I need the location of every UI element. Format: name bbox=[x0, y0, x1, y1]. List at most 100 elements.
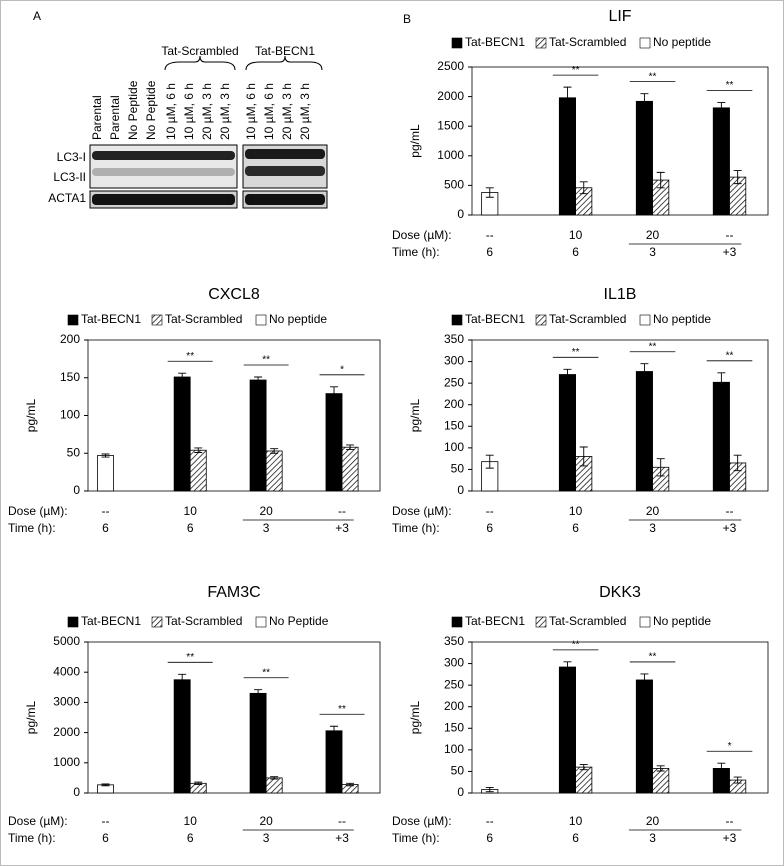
error-bar bbox=[101, 783, 110, 787]
y-tick-label: 2000 bbox=[437, 89, 464, 103]
lane-label: 20 µM, 3 h bbox=[218, 83, 232, 140]
chart-title: LIF bbox=[608, 8, 631, 25]
lane-label: 10 µM, 6 h bbox=[182, 83, 196, 140]
legend-label: Tat-BECN1 bbox=[81, 614, 141, 628]
row-value: -- bbox=[726, 814, 734, 828]
bar bbox=[635, 679, 653, 794]
error-bar bbox=[563, 368, 572, 381]
lane-label: 10 µM, 6 h bbox=[262, 83, 276, 140]
bar bbox=[189, 449, 207, 492]
row-label: Time (h): bbox=[392, 245, 440, 259]
significance: ** bbox=[649, 71, 657, 82]
error-bar bbox=[346, 444, 355, 450]
legend-swatch bbox=[255, 616, 267, 628]
bar bbox=[325, 393, 343, 492]
bar bbox=[325, 730, 343, 794]
error-bar bbox=[254, 689, 263, 698]
legend-label: Tat-BECN1 bbox=[465, 35, 525, 49]
row-value: 10 bbox=[184, 814, 198, 828]
error-bar bbox=[485, 786, 494, 793]
y-tick-label: 150 bbox=[444, 720, 464, 734]
error-bar bbox=[579, 764, 588, 771]
chart-title: CXCL8 bbox=[208, 286, 260, 303]
row-label: Time (h): bbox=[8, 831, 56, 845]
row-value: +3 bbox=[723, 831, 737, 845]
y-tick-label: 50 bbox=[67, 445, 81, 459]
row-value: -- bbox=[338, 814, 346, 828]
row-value: 20 bbox=[646, 814, 660, 828]
legend-label: Tat-Scrambled bbox=[165, 614, 242, 628]
y-tick-label: 350 bbox=[444, 634, 464, 648]
error-bar bbox=[640, 363, 649, 380]
y-tick-label: 5000 bbox=[53, 634, 80, 648]
y-axis-label: pg/mL bbox=[408, 701, 422, 735]
legend-swatch bbox=[151, 616, 163, 628]
error-bar bbox=[330, 386, 339, 401]
y-tick-label: 0 bbox=[457, 207, 464, 221]
lane-label: 20 µM, 3 h bbox=[280, 83, 294, 140]
legend-swatch bbox=[151, 314, 163, 326]
row-value: 10 bbox=[569, 228, 583, 242]
row-value: 6 bbox=[187, 831, 194, 845]
bar bbox=[558, 374, 577, 492]
significance: ** bbox=[262, 355, 270, 366]
error-bar bbox=[733, 170, 742, 185]
error-bar bbox=[270, 448, 279, 454]
y-tick-label: 100 bbox=[60, 408, 80, 422]
error-bar bbox=[717, 102, 726, 114]
panel-label: A bbox=[33, 9, 41, 23]
panel-label: B bbox=[403, 12, 411, 26]
y-tick-label: 0 bbox=[457, 483, 464, 497]
legend-swatch bbox=[255, 314, 267, 326]
row-value: 6 bbox=[486, 831, 493, 845]
bar bbox=[575, 766, 593, 794]
bar bbox=[341, 446, 359, 492]
y-tick-label: 0 bbox=[457, 785, 464, 799]
error-bar bbox=[178, 372, 187, 382]
y-axis-label: pg/mL bbox=[408, 124, 422, 158]
row-label: Dose (µM): bbox=[392, 228, 452, 242]
y-tick-label: 100 bbox=[444, 742, 464, 756]
row-value: +3 bbox=[723, 521, 737, 535]
row-value: 6 bbox=[572, 245, 579, 259]
bar bbox=[249, 692, 267, 794]
legend-swatch bbox=[451, 37, 463, 49]
bar bbox=[173, 376, 191, 492]
row-value: -- bbox=[338, 504, 346, 518]
error-bar bbox=[101, 453, 110, 458]
row-value: -- bbox=[486, 228, 494, 242]
row-value: 10 bbox=[569, 814, 583, 828]
y-tick-label: 2000 bbox=[53, 725, 80, 739]
y-tick-label: 300 bbox=[444, 656, 464, 670]
y-tick-label: 300 bbox=[444, 354, 464, 368]
bar bbox=[635, 100, 653, 216]
bar bbox=[558, 666, 577, 794]
error-bar bbox=[194, 447, 203, 453]
y-axis-label: pg/mL bbox=[24, 701, 38, 735]
row-value: 20 bbox=[646, 504, 660, 518]
significance: ** bbox=[726, 80, 734, 91]
row-value: +3 bbox=[335, 521, 349, 535]
y-tick-label: 150 bbox=[444, 418, 464, 432]
y-tick-label: 0 bbox=[73, 483, 80, 497]
lane-label: 10 µM, 6 h bbox=[244, 83, 258, 140]
error-bar bbox=[717, 372, 726, 393]
row-value: 20 bbox=[259, 814, 273, 828]
error-bar bbox=[579, 446, 588, 467]
row-value: -- bbox=[726, 228, 734, 242]
row-value: 3 bbox=[263, 521, 270, 535]
error-bar bbox=[656, 765, 665, 772]
y-axis-label: pg/mL bbox=[24, 399, 38, 433]
lane-label: 20 µM, 3 h bbox=[200, 83, 214, 140]
row-value: 6 bbox=[572, 521, 579, 535]
significance: ** bbox=[726, 350, 734, 361]
error-bar bbox=[254, 376, 263, 384]
row-value: 6 bbox=[486, 245, 493, 259]
legend-label: Tat-BECN1 bbox=[81, 312, 141, 326]
y-tick-label: 1000 bbox=[53, 755, 80, 769]
bar bbox=[652, 768, 670, 794]
row-value: -- bbox=[726, 504, 734, 518]
row-value: 20 bbox=[646, 228, 660, 242]
row-value: 6 bbox=[102, 831, 109, 845]
legend-label: Tat-Scrambled bbox=[165, 312, 242, 326]
